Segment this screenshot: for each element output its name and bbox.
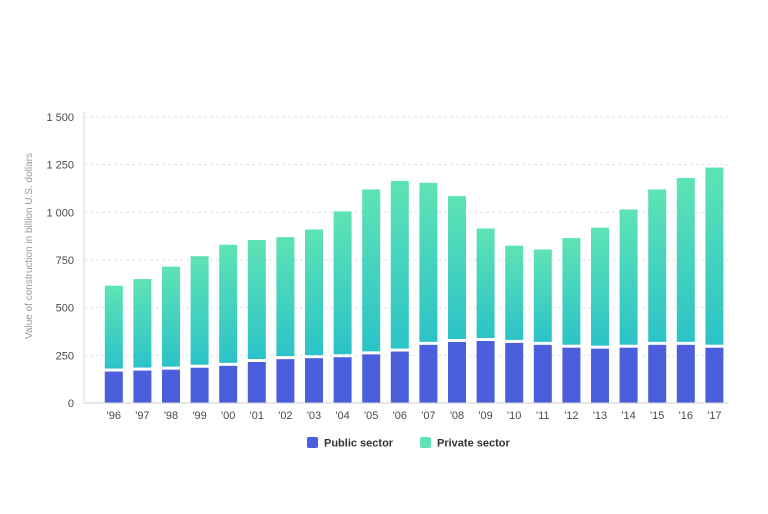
x-tick-label: '96 [107, 410, 121, 422]
bar-private-sector[interactable] [648, 189, 667, 342]
bar-public-sector[interactable] [419, 344, 438, 403]
bar-private-sector[interactable] [676, 178, 695, 342]
bar-public-sector[interactable] [676, 344, 695, 403]
bar-public-sector[interactable] [505, 342, 524, 403]
bar-public-sector[interactable] [562, 347, 581, 403]
bar-public-sector[interactable] [305, 358, 323, 403]
bar-private-sector[interactable] [591, 227, 609, 346]
legend-swatch-private [420, 437, 431, 448]
bar-public-sector[interactable] [591, 348, 609, 403]
legend-item-public[interactable]: Public sector [307, 437, 394, 450]
y-tick-label: 1 500 [46, 112, 74, 124]
x-tick-label: '14 [621, 410, 635, 422]
bar-private-sector[interactable] [162, 266, 180, 367]
bar-public-sector[interactable] [362, 354, 381, 403]
x-tick-label: '99 [192, 410, 206, 422]
y-tick-label: 750 [56, 255, 74, 267]
bar-public-sector[interactable] [648, 344, 667, 403]
bar-private-sector[interactable] [705, 167, 724, 345]
bar-private-sector[interactable] [305, 229, 323, 356]
bar-private-sector[interactable] [104, 285, 123, 369]
bar-public-sector[interactable] [533, 344, 552, 403]
x-tick-label: '98 [164, 410, 178, 422]
bars [104, 167, 724, 403]
bar-public-sector[interactable] [390, 351, 409, 403]
bar-private-sector[interactable] [533, 249, 552, 342]
bar-private-sector[interactable] [448, 196, 466, 339]
bar-private-sector[interactable] [333, 211, 352, 355]
bar-public-sector[interactable] [705, 347, 724, 403]
x-tick-label: '02 [278, 410, 292, 422]
y-axis: 0 250 500 750 1 000 1 250 1 500 [46, 111, 85, 410]
y-tick-label: 250 [56, 350, 74, 362]
x-tick-label: '13 [593, 410, 607, 422]
legend-swatch-public [307, 437, 318, 448]
y-tick-label: 500 [56, 303, 74, 315]
bar-public-sector[interactable] [448, 341, 466, 403]
x-tick-label: '01 [250, 410, 264, 422]
x-tick-label: '17 [707, 410, 721, 422]
legend-label-public: Public sector [324, 438, 394, 450]
x-tick-label: '10 [507, 410, 521, 422]
bar-public-sector[interactable] [619, 347, 638, 403]
bar-public-sector[interactable] [133, 370, 152, 403]
x-tick-label: '00 [221, 410, 235, 422]
y-tick-label: 1 000 [46, 207, 74, 219]
legend: Public sector Private sector [307, 437, 510, 450]
bar-private-sector[interactable] [476, 228, 495, 339]
bar-private-sector[interactable] [505, 245, 524, 340]
bar-private-sector[interactable] [362, 189, 381, 352]
x-tick-label: '06 [393, 410, 407, 422]
bar-public-sector[interactable] [276, 359, 295, 403]
x-tick-label: '08 [450, 410, 464, 422]
x-tick-label: '16 [679, 410, 693, 422]
x-tick-label: '15 [650, 410, 664, 422]
x-tick-label: '03 [307, 410, 321, 422]
x-tick-label: '09 [478, 410, 492, 422]
bar-private-sector[interactable] [419, 182, 438, 342]
bar-public-sector[interactable] [476, 341, 495, 403]
legend-label-private: Private sector [437, 438, 510, 450]
x-tick-label: '05 [364, 410, 378, 422]
x-tick-label: '97 [135, 410, 149, 422]
bar-private-sector[interactable] [247, 239, 266, 360]
x-tick-label: '11 [536, 410, 550, 422]
bar-public-sector[interactable] [333, 357, 352, 403]
bar-private-sector[interactable] [390, 180, 409, 349]
bar-private-sector[interactable] [619, 209, 638, 345]
bar-public-sector[interactable] [162, 369, 180, 403]
bar-public-sector[interactable] [219, 365, 238, 403]
bar-private-sector[interactable] [133, 279, 152, 368]
bar-public-sector[interactable] [190, 367, 209, 403]
bar-private-sector[interactable] [562, 238, 581, 345]
legend-item-private[interactable]: Private sector [420, 437, 510, 450]
y-axis-title: Value of construction in billion U.S. do… [24, 153, 35, 339]
x-tick-label: '12 [564, 410, 578, 422]
bar-private-sector[interactable] [276, 237, 295, 357]
y-tick-label: 0 [68, 398, 74, 410]
bar-public-sector[interactable] [247, 362, 266, 403]
bar-private-sector[interactable] [219, 244, 238, 363]
bar-public-sector[interactable] [104, 371, 123, 403]
y-tick-label: 1 250 [46, 160, 74, 172]
bar-private-sector[interactable] [190, 256, 209, 365]
x-tick-label: '04 [335, 410, 349, 422]
x-axis: '96 '97 '98 '99 '00 '01 '02 '03 '04 '05 '06 '07 '08 '… [84, 402, 728, 422]
x-tick-label: '07 [421, 410, 435, 422]
